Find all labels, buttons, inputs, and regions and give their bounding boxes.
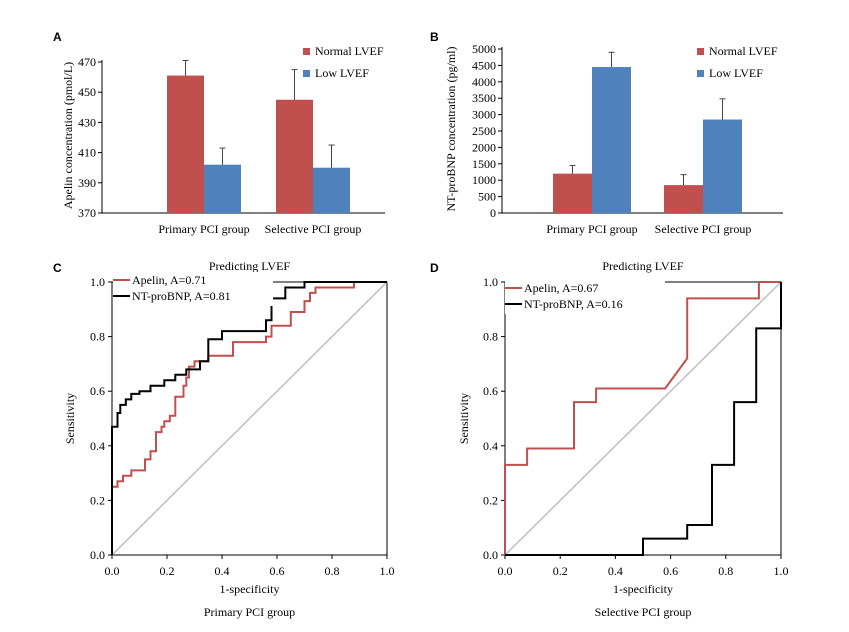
x-tick-label: 0.2	[160, 564, 175, 578]
legend-label: Apelin, A=0.71	[132, 273, 206, 287]
y-tick-label: 1.0	[483, 275, 498, 289]
y-tick-label: 0	[490, 206, 496, 220]
category-label: Selective PCI group	[265, 222, 362, 236]
bar	[592, 67, 631, 213]
x-tick-label: 0.0	[498, 564, 513, 578]
bar	[553, 173, 592, 213]
y-tick-label: 410	[78, 146, 96, 160]
legend-swatch	[697, 70, 704, 77]
y-tick-label: 470	[78, 55, 96, 69]
chart-subtitle: Primary PCI group	[204, 605, 295, 619]
y-tick-label: 3500	[472, 91, 496, 105]
legend-swatch	[303, 70, 310, 77]
legend-label: Normal LVEF	[315, 44, 384, 58]
legend-background	[113, 272, 273, 306]
y-tick-label: 1000	[472, 173, 496, 187]
y-tick-label: 0.4	[483, 439, 498, 453]
x-tick-label: 0.0	[105, 564, 120, 578]
x-tick-label: 0.8	[718, 564, 733, 578]
legend-label: Normal LVEF	[709, 44, 778, 58]
y-tick-label: 5000	[472, 42, 496, 56]
reference-diagonal-line	[504, 281, 782, 556]
category-label: Primary PCI group	[546, 222, 637, 236]
x-tick-label: 0.2	[553, 564, 568, 578]
y-axis-label: Apelin concentration (pmol/L)	[61, 62, 75, 209]
bar	[664, 185, 703, 213]
roc-curve	[111, 281, 387, 555]
y-tick-label: 3000	[472, 108, 496, 122]
chart-title: Predicting LVEF	[209, 259, 291, 273]
y-tick-label: 0.8	[483, 330, 498, 344]
x-axis-label: 1-specificity	[613, 582, 673, 596]
chart-title: Predicting LVEF	[602, 259, 684, 273]
legend-label: Low LVEF	[315, 66, 369, 80]
legend-background	[505, 280, 665, 314]
roc-curve	[111, 281, 387, 555]
y-tick-label: 0.2	[90, 493, 105, 507]
y-tick-label: 4000	[472, 75, 496, 89]
y-tick-label: 2000	[472, 140, 496, 154]
y-tick-label: 430	[78, 115, 96, 129]
legend-swatch	[697, 48, 704, 55]
legend-label: NT-proBNP, A=0.16	[524, 297, 623, 311]
x-tick-label: 0.6	[270, 564, 285, 578]
y-tick-label: 390	[78, 176, 96, 190]
y-tick-label: 0.2	[483, 493, 498, 507]
x-tick-label: 0.4	[215, 564, 230, 578]
y-tick-label: 0.6	[483, 384, 498, 398]
y-axis-label: NT-proBNP concentration (pg/ml)	[444, 46, 458, 211]
y-tick-label: 1.0	[90, 275, 105, 289]
panel-letter: B	[430, 30, 439, 44]
y-tick-label: 370	[78, 206, 96, 220]
category-label: Selective PCI group	[655, 222, 752, 236]
x-tick-label: 1.0	[774, 564, 789, 578]
y-axis-label: Sensitivity	[457, 393, 471, 444]
chart-subtitle: Selective PCI group	[595, 605, 692, 619]
y-axis-label: Sensitivity	[63, 393, 77, 444]
y-tick-label: 0.0	[90, 548, 105, 562]
reference-diagonal-line	[111, 281, 388, 556]
bar	[313, 167, 350, 213]
y-tick-label: 500	[478, 190, 496, 204]
x-tick-label: 1.0	[380, 564, 395, 578]
y-tick-label: 4500	[472, 58, 496, 72]
legend-label: Apelin, A=0.67	[524, 281, 598, 295]
y-tick-label: 450	[78, 85, 96, 99]
y-tick-label: 2500	[472, 124, 496, 138]
panel-letter: D	[430, 261, 439, 275]
bar	[703, 119, 742, 213]
y-tick-label: 0.6	[90, 384, 105, 398]
panel-letter: A	[53, 30, 62, 44]
bar	[204, 164, 241, 213]
bar	[276, 99, 313, 213]
y-tick-label: 0.4	[90, 439, 105, 453]
legend-swatch	[303, 48, 310, 55]
panel-letter: C	[53, 261, 62, 275]
x-tick-label: 0.8	[325, 564, 340, 578]
category-label: Primary PCI group	[158, 222, 249, 236]
roc-curve	[505, 282, 782, 556]
legend-label: Low LVEF	[709, 66, 763, 80]
bar	[167, 75, 204, 213]
roc-curve	[504, 281, 781, 555]
y-tick-label: 0.0	[483, 548, 498, 562]
x-tick-label: 0.6	[663, 564, 678, 578]
y-tick-label: 1500	[472, 157, 496, 171]
x-axis-label: 1-specificity	[220, 582, 280, 596]
legend-label: NT-proBNP, A=0.81	[132, 289, 231, 303]
x-tick-label: 0.4	[608, 564, 623, 578]
y-tick-label: 0.8	[90, 330, 105, 344]
